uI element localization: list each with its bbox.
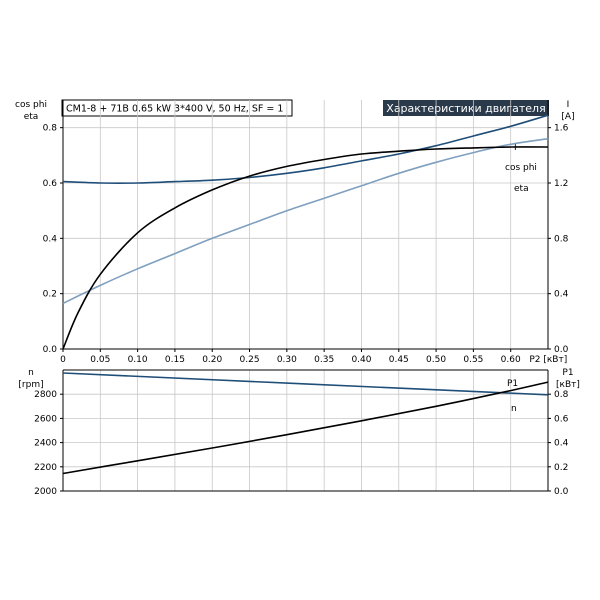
x-tick-label: 0.25 (240, 355, 260, 365)
right-tick-label: 1.2 (554, 179, 568, 189)
right-tick-label: 0.4 (554, 439, 569, 449)
x-axis-unit-label: P2 [кВт] (529, 355, 567, 365)
series-label-eta: eta (514, 184, 529, 194)
left-axis-label-speed: n (28, 368, 34, 378)
info-box (61, 99, 293, 117)
left-tick-label: 0.4 (43, 234, 58, 244)
series-line-eta (62, 146, 549, 350)
left-tick-label: 0.6 (43, 179, 58, 189)
left-tick-label: 0.8 (43, 124, 58, 134)
right-tick-label: 0.2 (554, 463, 568, 473)
upper-plot: 0.0 0.2 0.4 0.6 0.8 0.0 0.4 0.8 1.2 1.6 0 0.05 0.10 0… (43, 100, 569, 365)
x-tick-label: 0.45 (389, 355, 409, 365)
series-label-p1: P1 (507, 379, 518, 389)
left-tick-label: 2000 (34, 487, 57, 497)
right-tick-label: 1.6 (554, 124, 569, 134)
right-tick-label: 0.0 (554, 487, 569, 497)
series-line-cos-phi (62, 137, 549, 305)
left-tick-label: 0.0 (43, 345, 58, 355)
right-tick-label: 0.6 (554, 414, 569, 424)
right-axis-unit-p1: [кВт] (556, 380, 580, 390)
right-axis-unit-current: [A] (561, 112, 574, 122)
left-tick-label: 2200 (34, 463, 57, 473)
lower-plot: 2000 2200 2400 2600 2800 0.0 0.2 0.4 0.6 0.8 n P1 (34, 369, 569, 497)
left-axis-label-cosphi: cos phi (15, 100, 47, 110)
x-tick-label: 0 (60, 355, 66, 365)
series-label-n: n (511, 404, 517, 414)
left-axis-unit-speed: [rpm] (18, 380, 43, 390)
title-box (383, 100, 549, 116)
chart-title: Характеристики двигателя (386, 102, 545, 115)
x-tick-label: 0.50 (426, 355, 446, 365)
x-tick-label: 0.10 (128, 355, 148, 365)
x-tick-label: 0.60 (501, 355, 521, 365)
left-axis-label-eta: eta (24, 112, 39, 122)
series-line-p1 (62, 381, 549, 475)
x-tick-label: 0.20 (202, 355, 222, 365)
left-tick-label: 2600 (34, 414, 57, 424)
x-tick-label: 0.55 (463, 355, 483, 365)
x-tick-label: 0.40 (351, 355, 371, 365)
x-tick-label: 0.35 (314, 355, 334, 365)
right-tick-label: 0.8 (554, 234, 569, 244)
right-axis-label-p1: P1 (562, 368, 573, 378)
series-label-i: I (514, 143, 517, 153)
x-tick-label: 0.05 (90, 355, 110, 365)
left-tick-label: 0.2 (43, 290, 57, 300)
right-tick-label: 0.4 (554, 290, 569, 300)
right-tick-label: 0.0 (554, 345, 569, 355)
right-tick-label: 0.8 (554, 390, 569, 400)
right-axis-label-current: I (567, 100, 570, 110)
series-label-cos-phi: cos phi (505, 163, 537, 173)
left-tick-label: 2400 (34, 439, 57, 449)
left-tick-label: 2800 (34, 390, 57, 400)
series-line-i (62, 114, 549, 184)
x-tick-label: 0.30 (277, 355, 297, 365)
x-tick-label: 0.15 (165, 355, 185, 365)
